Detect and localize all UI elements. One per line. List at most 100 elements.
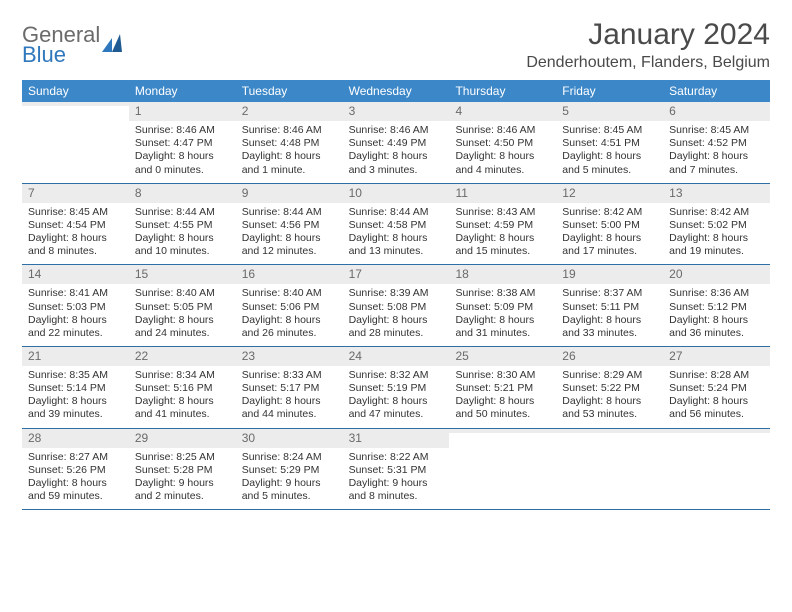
daylight-text: Daylight: 8 hours and 10 minutes. [135, 232, 230, 258]
week-row: 1 Sunrise: 8:46 AMSunset: 4:47 PMDaylight… [22, 102, 770, 184]
daylight-text: Daylight: 8 hours and 0 minutes. [135, 150, 230, 176]
dayhead-sun: Sunday [22, 80, 129, 102]
sunset-text: Sunset: 5:22 PM [562, 382, 657, 395]
day-number: 30 [242, 431, 255, 445]
week-row: 7Sunrise: 8:45 AMSunset: 4:54 PMDaylight… [22, 184, 770, 266]
day-body: Sunrise: 8:29 AMSunset: 5:22 PMDaylight:… [556, 366, 663, 428]
daylight-text: Daylight: 8 hours and 24 minutes. [135, 314, 230, 340]
day-body: Sunrise: 8:32 AMSunset: 5:19 PMDaylight:… [343, 366, 450, 428]
daynum-bar: 2 [236, 102, 343, 121]
daylight-text: Daylight: 8 hours and 17 minutes. [562, 232, 657, 258]
sunrise-text: Sunrise: 8:45 AM [562, 124, 657, 137]
day-number: 24 [349, 349, 362, 363]
day-body: Sunrise: 8:42 AMSunset: 5:02 PMDaylight:… [663, 203, 770, 265]
sunrise-text: Sunrise: 8:46 AM [349, 124, 444, 137]
daynum-bar: 18 [449, 265, 556, 284]
day-cell: 26Sunrise: 8:29 AMSunset: 5:22 PMDayligh… [556, 347, 663, 428]
day-cell [556, 429, 663, 510]
sunset-text: Sunset: 4:58 PM [349, 219, 444, 232]
daynum-bar: 31 [343, 429, 450, 448]
dayhead-thu: Thursday [449, 80, 556, 102]
day-cell: 24 Sunrise: 8:32 AMSunset: 5:19 PMDayligh… [343, 347, 450, 428]
day-cell: 18Sunrise: 8:38 AMSunset: 5:09 PMDayligh… [449, 265, 556, 346]
day-cell: 28Sunrise: 8:27 AMSunset: 5:26 PMDayligh… [22, 429, 129, 510]
day-body: Sunrise: 8:46 AMSunset: 4:47 PMDaylight:… [129, 121, 236, 183]
daylight-text: Daylight: 8 hours and 59 minutes. [28, 477, 123, 503]
sunrise-text: Sunrise: 8:44 AM [135, 206, 230, 219]
sunset-text: Sunset: 5:03 PM [28, 301, 123, 314]
daynum-bar: 21 [22, 347, 129, 366]
sunset-text: Sunset: 5:17 PM [242, 382, 337, 395]
sunset-text: Sunset: 5:12 PM [669, 301, 764, 314]
day-cell: 7Sunrise: 8:45 AMSunset: 4:54 PMDaylight… [22, 184, 129, 265]
daylight-text: Daylight: 8 hours and 36 minutes. [669, 314, 764, 340]
day-number: 15 [135, 267, 148, 281]
daynum-bar: 1 [129, 102, 236, 121]
dayhead-wed: Wednesday [343, 80, 450, 102]
daynum-bar: 12 [556, 184, 663, 203]
daylight-text: Daylight: 9 hours and 8 minutes. [349, 477, 444, 503]
day-body: Sunrise: 8:46 AMSunset: 4:49 PMDaylight:… [343, 121, 450, 183]
sunset-text: Sunset: 5:06 PM [242, 301, 337, 314]
daynum-bar: 9 [236, 184, 343, 203]
daylight-text: Daylight: 8 hours and 5 minutes. [562, 150, 657, 176]
daynum-bar: 28 [22, 429, 129, 448]
day-body: Sunrise: 8:41 AMSunset: 5:03 PMDaylight:… [22, 284, 129, 346]
day-body: Sunrise: 8:44 AMSunset: 4:58 PMDaylight:… [343, 203, 450, 265]
day-cell: 9Sunrise: 8:44 AMSunset: 4:56 PMDaylight… [236, 184, 343, 265]
month-title: January 2024 [526, 18, 770, 52]
daynum-bar: 29 [129, 429, 236, 448]
day-body: Sunrise: 8:45 AMSunset: 4:51 PMDaylight:… [556, 121, 663, 183]
day-number: 20 [669, 267, 682, 281]
day-cell: 30Sunrise: 8:24 AMSunset: 5:29 PMDayligh… [236, 429, 343, 510]
day-number: 23 [242, 349, 255, 363]
daylight-text: Daylight: 8 hours and 8 minutes. [28, 232, 123, 258]
dayhead-fri: Friday [556, 80, 663, 102]
day-number: 31 [349, 431, 362, 445]
daylight-text: Daylight: 8 hours and 41 minutes. [135, 395, 230, 421]
day-number: 22 [135, 349, 148, 363]
daylight-text: Daylight: 8 hours and 15 minutes. [455, 232, 550, 258]
sunset-text: Sunset: 4:55 PM [135, 219, 230, 232]
daynum-bar: 23 [236, 347, 343, 366]
sunset-text: Sunset: 5:14 PM [28, 382, 123, 395]
day-cell: 4Sunrise: 8:46 AMSunset: 4:50 PMDaylight… [449, 102, 556, 183]
day-cell: 11Sunrise: 8:43 AMSunset: 4:59 PMDayligh… [449, 184, 556, 265]
day-body: Sunrise: 8:22 AMSunset: 5:31 PMDaylight:… [343, 448, 450, 510]
day-cell: 1 Sunrise: 8:46 AMSunset: 4:47 PMDaylight… [129, 102, 236, 183]
day-number: 1 [135, 104, 142, 118]
sunrise-text: Sunrise: 8:29 AM [562, 369, 657, 382]
sunrise-text: Sunrise: 8:35 AM [28, 369, 123, 382]
daynum-bar: 15 [129, 265, 236, 284]
daylight-text: Daylight: 8 hours and 22 minutes. [28, 314, 123, 340]
daylight-text: Daylight: 8 hours and 39 minutes. [28, 395, 123, 421]
sunrise-text: Sunrise: 8:36 AM [669, 287, 764, 300]
day-body [556, 433, 663, 483]
day-body: Sunrise: 8:25 AMSunset: 5:28 PMDaylight:… [129, 448, 236, 510]
day-number: 3 [349, 104, 356, 118]
sunset-text: Sunset: 5:08 PM [349, 301, 444, 314]
day-cell: 22 Sunrise: 8:34 AMSunset: 5:16 PMDayligh… [129, 347, 236, 428]
day-cell: 19Sunrise: 8:37 AMSunset: 5:11 PMDayligh… [556, 265, 663, 346]
daylight-text: Daylight: 8 hours and 1 minute. [242, 150, 337, 176]
day-cell: 5Sunrise: 8:45 AMSunset: 4:51 PMDaylight… [556, 102, 663, 183]
day-cell: 20 Sunrise: 8:36 AMSunset: 5:12 PMDayligh… [663, 265, 770, 346]
sunrise-text: Sunrise: 8:38 AM [455, 287, 550, 300]
day-body: Sunrise: 8:46 AMSunset: 4:48 PMDaylight:… [236, 121, 343, 183]
sunset-text: Sunset: 5:11 PM [562, 301, 657, 314]
logo-line2: Blue [22, 44, 100, 66]
daylight-text: Daylight: 8 hours and 53 minutes. [562, 395, 657, 421]
day-cell: 23Sunrise: 8:33 AMSunset: 5:17 PMDayligh… [236, 347, 343, 428]
day-body: Sunrise: 8:44 AMSunset: 4:56 PMDaylight:… [236, 203, 343, 265]
sunset-text: Sunset: 5:24 PM [669, 382, 764, 395]
day-number: 14 [28, 267, 41, 281]
daylight-text: Daylight: 8 hours and 56 minutes. [669, 395, 764, 421]
daylight-text: Daylight: 8 hours and 12 minutes. [242, 232, 337, 258]
daylight-text: Daylight: 8 hours and 4 minutes. [455, 150, 550, 176]
sunset-text: Sunset: 4:59 PM [455, 219, 550, 232]
day-number: 27 [669, 349, 682, 363]
day-cell: 10Sunrise: 8:44 AMSunset: 4:58 PMDayligh… [343, 184, 450, 265]
daynum-bar: 11 [449, 184, 556, 203]
day-body: Sunrise: 8:34 AMSunset: 5:16 PMDaylight:… [129, 366, 236, 428]
day-cell: 13Sunrise: 8:42 AMSunset: 5:02 PMDayligh… [663, 184, 770, 265]
